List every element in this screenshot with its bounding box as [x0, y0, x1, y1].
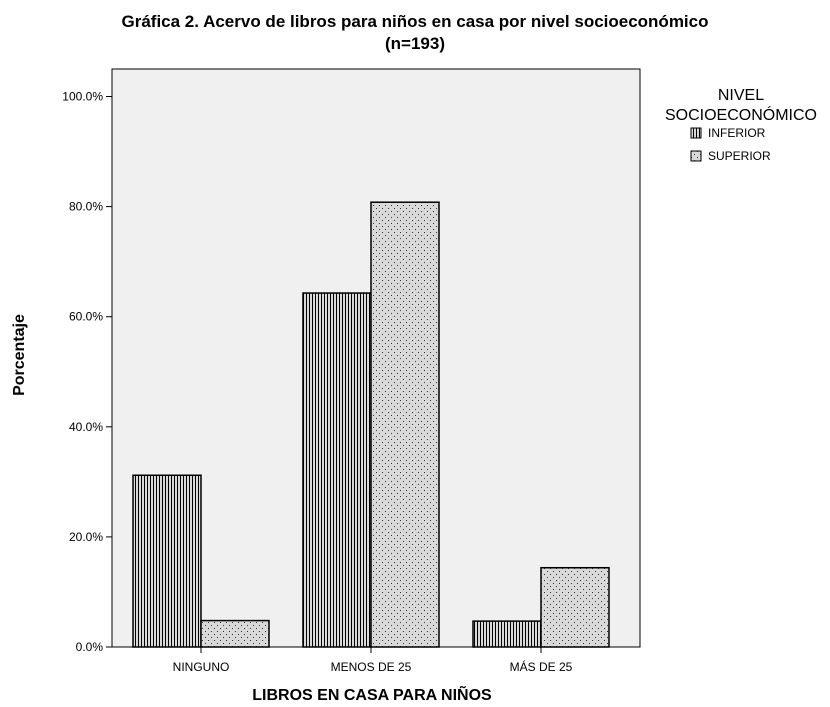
- legend-label-superior: SUPERIOR: [708, 149, 771, 163]
- bar-inferior: [132, 474, 202, 648]
- x-axis-title: LIBROS EN CASA PARA NIÑOS: [252, 684, 492, 704]
- x-tick-label: MÁS DE 25: [510, 659, 573, 674]
- x-tick-label: MENOS DE 25: [331, 660, 412, 674]
- legend-swatch-superior: [690, 150, 702, 162]
- x-tick-label: NINGUNO: [173, 660, 230, 674]
- chart-subtitle: (n=193): [385, 34, 445, 53]
- bar-inferior: [472, 620, 542, 648]
- chart-title: Gráfica 2. Acervo de libros para niños e…: [121, 12, 708, 31]
- y-tick-label: 0.0%: [76, 640, 104, 654]
- bar-superior: [540, 566, 610, 648]
- y-axis: 0.0% 20.0% 40.0% 60.0% 80.0% 100.0%: [62, 90, 112, 654]
- y-tick-label: 80.0%: [69, 200, 103, 214]
- legend-title-line2: SOCIOECONÓMICO: [665, 105, 817, 124]
- bar-superior: [200, 619, 270, 648]
- bar-superior: [370, 201, 440, 648]
- bars-group: [132, 201, 610, 648]
- legend-swatch-inferior: [690, 127, 702, 139]
- legend-label-inferior: INFERIOR: [708, 126, 766, 140]
- y-tick-label: 20.0%: [69, 530, 103, 544]
- x-axis: NINGUNO MENOS DE 25 MÁS DE 25: [173, 647, 573, 674]
- y-axis-title: Porcentaje: [11, 314, 28, 396]
- y-tick-label: 40.0%: [69, 420, 103, 434]
- legend: NIVEL SOCIOECONÓMICO INFERIOR SUPERIOR: [665, 87, 817, 163]
- y-tick-label: 100.0%: [62, 90, 103, 104]
- legend-title-line1: NIVEL: [718, 87, 764, 104]
- y-tick-label: 60.0%: [69, 310, 103, 324]
- bar-inferior: [302, 292, 372, 648]
